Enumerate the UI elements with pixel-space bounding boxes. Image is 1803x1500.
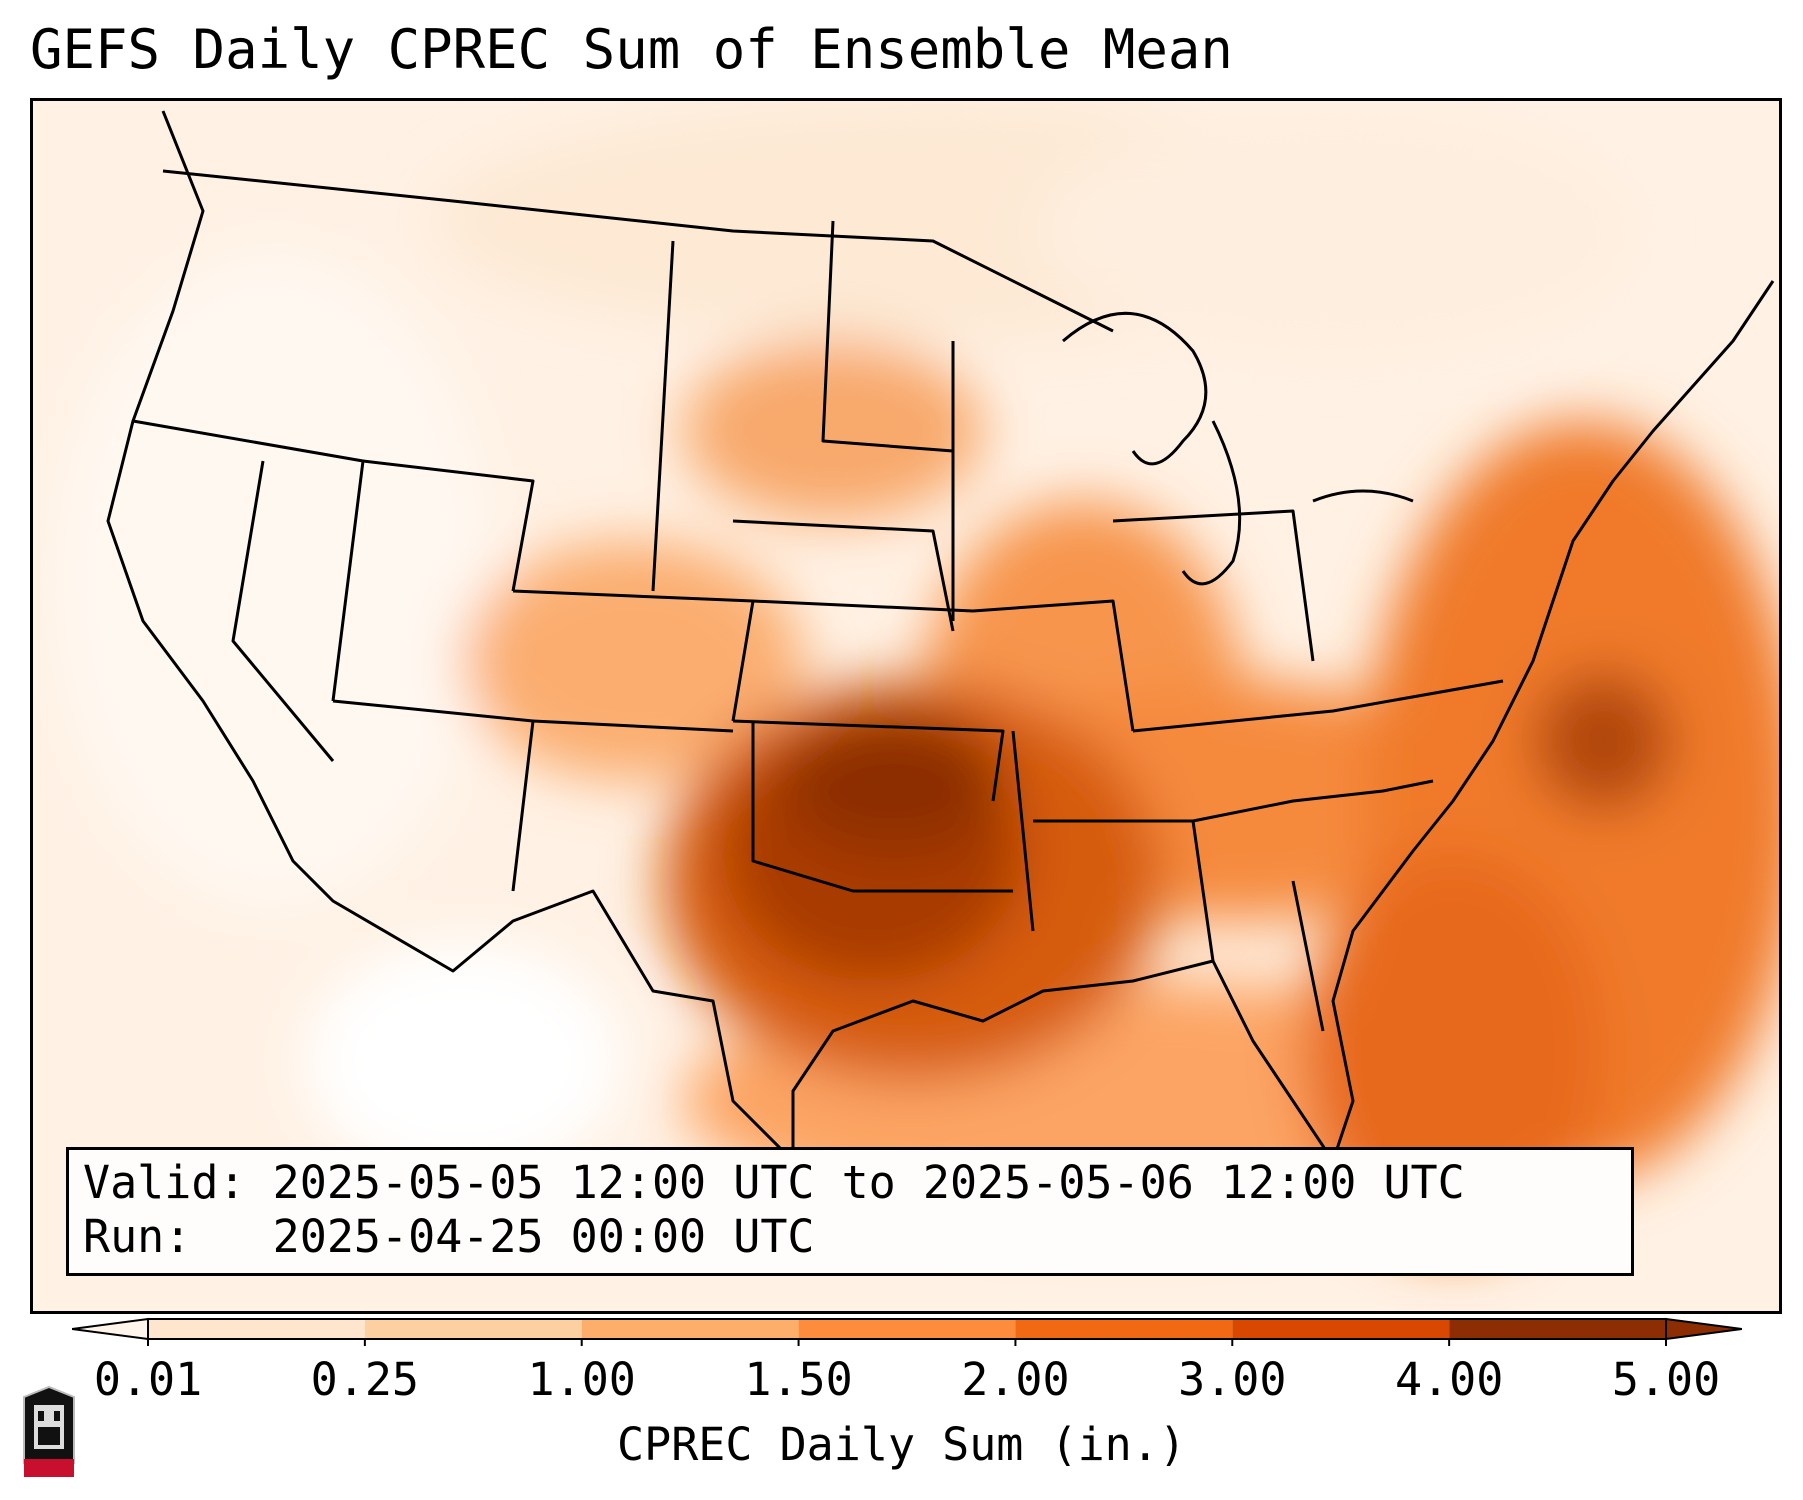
colorbar-label: CPREC Daily Sum (in.) — [617, 1418, 1186, 1471]
run-label: Run: — [83, 1210, 192, 1263]
colorbar-segment — [581, 1319, 799, 1339]
colorbar-tick-label: 0.25 — [310, 1353, 420, 1406]
colorbar-tick-label: 5.00 — [1611, 1353, 1721, 1406]
colorbar-tick-label: 1.00 — [527, 1353, 636, 1406]
map-title: GEFS Daily CPREC Sum of Ensemble Mean — [30, 18, 1233, 81]
colorbar-tick-label: 2.00 — [961, 1353, 1070, 1406]
colorbar-tick-label: 4.00 — [1394, 1353, 1504, 1406]
colorbar-segment — [1449, 1319, 1666, 1339]
colorbar-tick-label: 1.50 — [744, 1353, 853, 1406]
precipitation-map — [30, 98, 1782, 1314]
state-boundaries — [106, 110, 1775, 1163]
niu-logo — [23, 1385, 75, 1477]
valid-label: Valid: — [83, 1156, 246, 1209]
run-info-box: Valid: 2025-05-05 12:00 UTC to 2025-05-0… — [66, 1147, 1634, 1276]
colorbar — [72, 1317, 1742, 1346]
colorbar-tick-label: 3.00 — [1178, 1353, 1287, 1406]
valid-time: 2025-05-05 12:00 UTC to 2025-05-06 12:00… — [272, 1156, 1465, 1209]
colorbar-segment — [798, 1319, 1016, 1339]
colorbar-tick-label: 0.01 — [93, 1353, 203, 1406]
run-time: 2025-04-25 00:00 UTC — [272, 1210, 815, 1263]
colorbar-segment — [364, 1319, 582, 1339]
colorbar-extend-low — [72, 1317, 149, 1341]
colorbar-segment — [1015, 1319, 1233, 1339]
colorbar-extend-high — [1665, 1317, 1742, 1341]
colorbar-segment — [148, 1319, 365, 1339]
colorbar-segment — [1232, 1319, 1450, 1339]
